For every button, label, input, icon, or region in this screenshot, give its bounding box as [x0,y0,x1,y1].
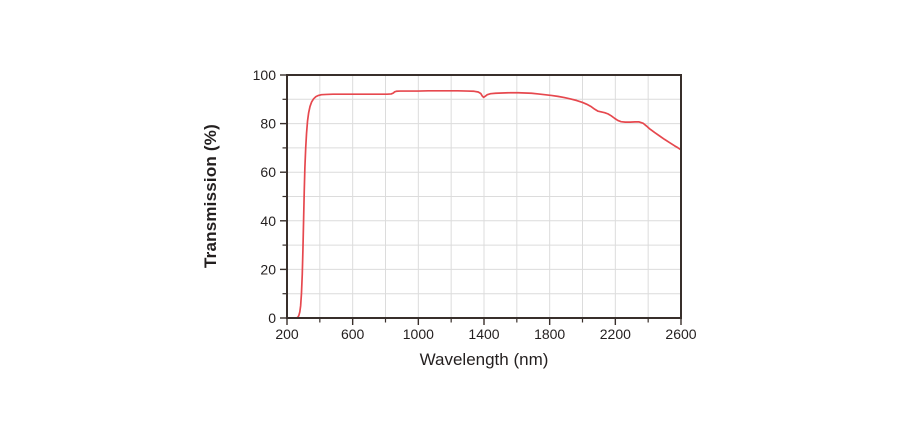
x-tick-label: 2200 [600,326,631,342]
transmission-curve [286,89,682,319]
x-tick-label: 1800 [534,326,565,342]
y-tick-label: 0 [268,310,276,326]
x-tick-label: 1000 [403,326,434,342]
y-tick-label: 80 [260,116,276,132]
x-tick-label: 600 [341,326,365,342]
x-tick-label: 200 [275,326,299,342]
x-axis-title: Wavelength (nm) [419,350,549,369]
x-tick-label: 1400 [468,326,499,342]
y-tick-label: 60 [260,164,276,180]
y-tick-label: 40 [260,213,276,229]
x-tick-label: 2600 [665,326,696,342]
plot-frame [286,74,682,319]
y-tick-label: 20 [260,261,276,277]
y-tick-label: 100 [253,67,277,83]
y-axis-title: Transmission (%) [201,124,220,268]
